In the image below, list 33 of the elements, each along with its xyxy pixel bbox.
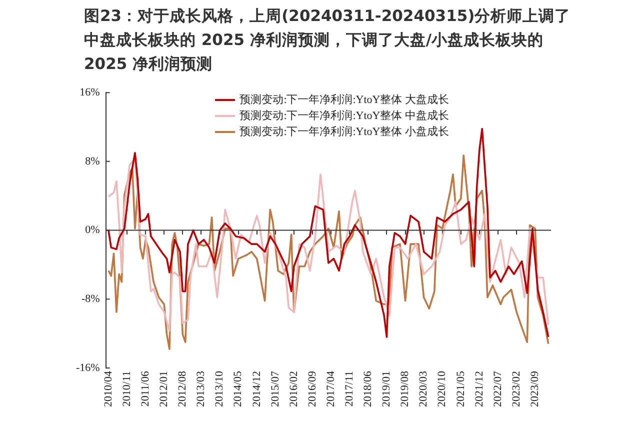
x-tick-label: 2018/06	[362, 370, 374, 408]
x-tick-label: 2021/05	[454, 370, 467, 408]
chart-title: 图23：对于成长风格，上周(20240311-20240315)分析师上调了中盘成长板块的 2025 净利润预测，下调了大盘/小盘成长板块的 2025 净利润预测	[84, 6, 572, 75]
x-tick-label: 2023/09	[528, 370, 541, 408]
x-tick-label: 2011/06	[139, 370, 152, 407]
legend-label: 预测变动:下一年净利润:YtoY整体 中盘成长	[240, 108, 449, 124]
x-tick-label: 2012/08	[176, 370, 189, 408]
x-tick-label: 2014/05	[232, 370, 244, 408]
legend-label: 预测变动:下一年净利润:YtoY整体 小盘成长	[240, 124, 449, 140]
x-tick-label: 2010/11	[120, 370, 133, 407]
x-tick-label: 2020/10	[436, 370, 448, 408]
x-tick-label: 2019/08	[399, 370, 412, 408]
x-tick-label: 2023/02	[510, 370, 522, 408]
x-tick-label: 2022/07	[492, 370, 504, 408]
x-tick-label: 2021/12	[473, 370, 486, 408]
y-tick-label: -16%	[76, 362, 100, 374]
y-tick-label: -8%	[82, 293, 100, 305]
x-tick-label: 2013/03	[195, 370, 208, 408]
legend-label: 预测变动:下一年净利润:YtoY整体 大盘成长	[240, 92, 449, 108]
x-tick-label: 2017/04	[324, 370, 337, 408]
x-tick-label: 2010/04	[102, 370, 114, 408]
x-tick-label: 2013/10	[214, 370, 226, 408]
x-tick-label: 2020/03	[418, 370, 430, 408]
x-tick-label: 2016/02	[288, 370, 300, 408]
y-tick-label: 16%	[80, 86, 100, 98]
y-tick-label: 0%	[85, 224, 100, 236]
x-tick-label: 2017/11	[344, 370, 356, 407]
x-tick-label: 2012/01	[158, 370, 170, 408]
x-tick-label: 2014/12	[250, 370, 263, 408]
x-tick-label: 2016/09	[306, 370, 318, 408]
x-tick-label: 2015/07	[269, 370, 282, 408]
x-tick-label: 2019/01	[380, 370, 393, 408]
y-tick-label: 8%	[85, 155, 100, 168]
